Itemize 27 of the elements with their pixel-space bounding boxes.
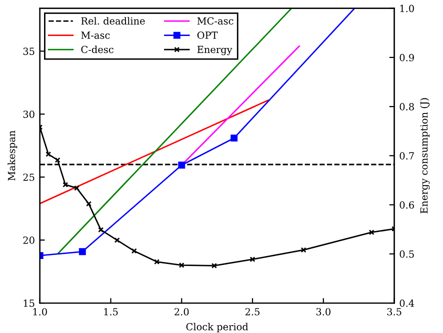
- legend-label: MC-asc: [197, 17, 234, 25]
- y-tick-label: 15: [24, 300, 34, 307]
- y-tick-label: 30: [23, 110, 34, 118]
- x-tick-label: 2.5: [245, 308, 260, 316]
- y2-tick-label: 0.8: [400, 103, 414, 110]
- y-tick-label: 35: [23, 48, 34, 55]
- legend-label: M-asc: [81, 32, 110, 39]
- x-tick-label: 1.0: [33, 308, 47, 316]
- y2-tick-label: 0.7: [400, 152, 414, 160]
- legend-label: Rel. deadline: [81, 17, 145, 25]
- y-tick-label: 20: [23, 236, 34, 244]
- y-tick-label: 25: [23, 174, 34, 181]
- y2-axis-title: Energy consumption (J): [420, 98, 430, 214]
- x-tick-label: 2.0: [174, 308, 189, 316]
- y2-tick-label: 0.9: [400, 54, 414, 62]
- x-tick-label: 1.5: [104, 308, 118, 316]
- legend-label: C-desc: [81, 46, 114, 54]
- y2-tick-label: 0.5: [400, 250, 414, 258]
- x-axis-title: Clock period: [186, 322, 248, 332]
- y-axis-title: Makespan: [8, 130, 18, 181]
- x-tick-label: 3.5: [387, 308, 402, 316]
- x-tick-label: 3.0: [316, 308, 330, 316]
- y2-tick-label: 0.4: [400, 300, 414, 307]
- y2-tick-label: 1.0: [400, 4, 414, 12]
- y2-tick-label: 0.6: [400, 201, 414, 209]
- legend-label: OPT: [197, 32, 218, 39]
- legend-label: Energy: [197, 46, 232, 56]
